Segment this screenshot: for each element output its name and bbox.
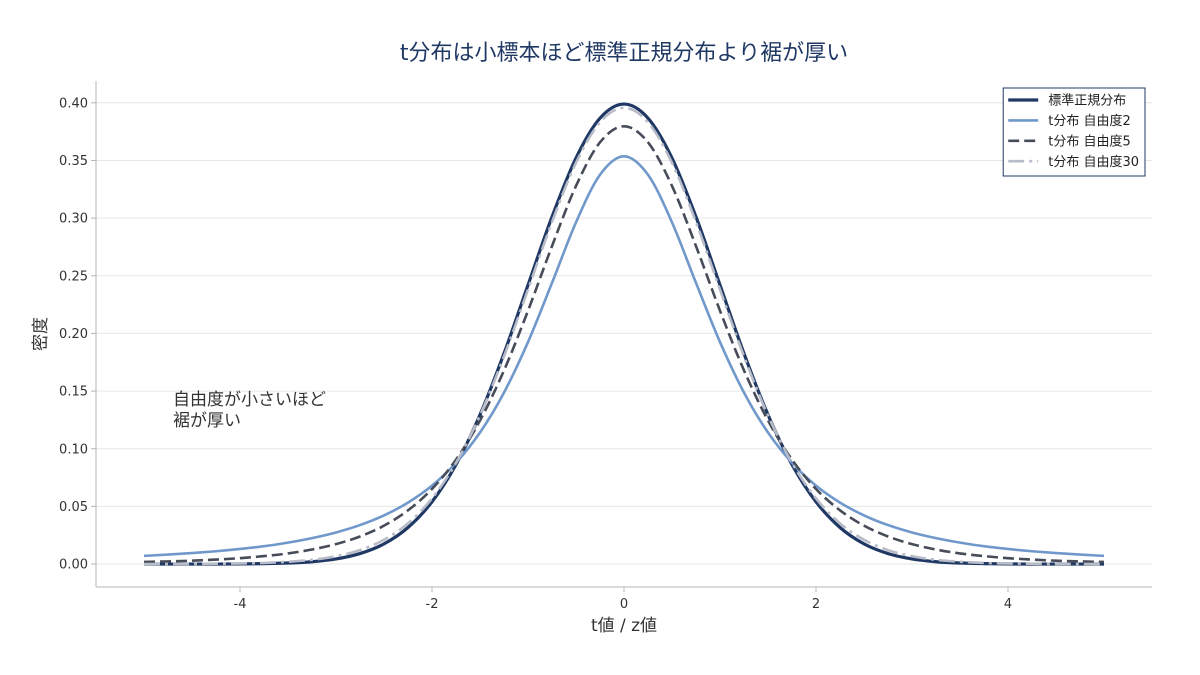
legend-label: t分布 自由度30 bbox=[1048, 154, 1139, 170]
x-axis-ticks: -4 -2 0 2 4 bbox=[234, 587, 1012, 612]
x-tick-label: 4 bbox=[1004, 597, 1012, 612]
x-axis-label: t値 / z値 bbox=[591, 616, 657, 636]
y-tick-label: 0.30 bbox=[59, 212, 88, 227]
x-tick-label: -2 bbox=[426, 597, 439, 612]
annotation: 自由度が小さいほど 裾が厚い bbox=[173, 390, 326, 431]
y-tick-label: 0.00 bbox=[59, 558, 88, 573]
y-tick-label: 0.10 bbox=[59, 442, 88, 457]
legend-label: 標準正規分布 bbox=[1048, 93, 1126, 109]
legend-label: t分布 自由度2 bbox=[1048, 113, 1131, 129]
annotation-line-1: 自由度が小さいほど bbox=[173, 390, 326, 410]
y-tick-label: 0.05 bbox=[59, 500, 88, 515]
annotation-line-2: 裾が厚い bbox=[173, 411, 241, 431]
legend-frame bbox=[1002, 87, 1146, 177]
y-tick-label: 0.20 bbox=[59, 327, 88, 342]
chart-title: t分布は小標本ほど標準正規分布より裾が厚い bbox=[400, 41, 848, 66]
x-tick-label: -4 bbox=[234, 597, 247, 612]
x-tick-label: 0 bbox=[620, 597, 628, 612]
y-tick-label: 0.40 bbox=[59, 96, 88, 111]
y-axis-ticks: 0.00 0.05 0.10 0.15 0.20 0.25 0.30 0.35 0.40 bbox=[59, 96, 96, 573]
x-tick-label: 2 bbox=[812, 597, 820, 612]
y-axis-label: 密度 bbox=[31, 317, 51, 351]
t-df5-curve bbox=[143, 125, 1105, 564]
legend-label: t分布 自由度5 bbox=[1048, 133, 1131, 149]
legend-item: t分布 自由度2 bbox=[1008, 113, 1131, 129]
y-tick-label: 0.35 bbox=[59, 154, 88, 169]
legend-item: t分布 自由度30 bbox=[1008, 154, 1139, 170]
y-tick-label: 0.15 bbox=[59, 385, 88, 400]
y-tick-label: 0.25 bbox=[59, 269, 88, 284]
legend-item: 標準正規分布 bbox=[1008, 93, 1126, 109]
legend: 標準正規分布 t分布 自由度2 t分布 自由度5 t分布 自由度30 bbox=[1002, 87, 1146, 177]
standard-normal-curve bbox=[144, 102, 1104, 566]
plot-area bbox=[143, 102, 1105, 566]
t-df30-curve bbox=[143, 106, 1105, 566]
legend-item: t分布 自由度5 bbox=[1008, 133, 1131, 149]
t-df2-curve bbox=[143, 155, 1105, 558]
